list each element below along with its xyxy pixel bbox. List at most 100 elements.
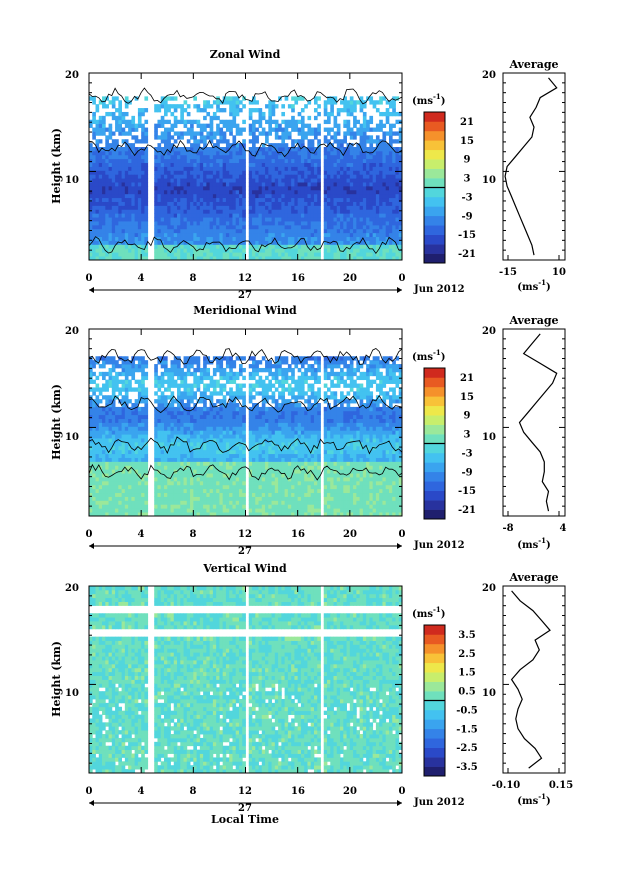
heatmap-cell (173, 166, 178, 171)
heatmap-cell (134, 438, 139, 443)
heatmap-cell (203, 473, 207, 478)
heatmap-cell (252, 185, 256, 191)
heatmap-cell (340, 166, 344, 171)
heatmap-cell (232, 236, 237, 241)
heatmap-cell (294, 228, 299, 234)
heatmap-cell (183, 387, 188, 392)
heatmap-cell (141, 232, 145, 238)
heatmap-cell (124, 131, 129, 136)
heatmap-cell (216, 492, 220, 497)
heatmap-cell (134, 488, 139, 494)
heatmap-cell (92, 115, 96, 121)
heatmap-cell (177, 185, 181, 191)
heatmap-cell (268, 178, 272, 183)
heatmap-cell (163, 367, 168, 373)
heatmap-cell (212, 256, 217, 260)
heatmap-cell (121, 240, 126, 245)
heatmap-cell (212, 185, 217, 191)
heatmap-cell (385, 193, 390, 199)
heatmap-cell (134, 178, 139, 183)
heatmap-cell (349, 96, 354, 101)
heatmap-cell (160, 461, 165, 466)
heatmap-cell (137, 170, 142, 175)
heatmap-cell (291, 170, 295, 175)
heatmap-cell (209, 379, 214, 384)
heatmap-cell (274, 185, 279, 191)
heatmap-cell (177, 209, 181, 214)
heatmap-cell (186, 465, 191, 470)
heatmap-cell (173, 139, 178, 144)
heatmap-cell (212, 473, 217, 478)
heatmap-cell (98, 465, 103, 470)
heatmap-cell (261, 147, 266, 152)
heatmap-cell (157, 119, 162, 125)
heatmap-cell (229, 147, 233, 152)
heatmap-cell (167, 406, 171, 412)
heatmap-cell (134, 465, 139, 470)
heatmap-cell (157, 213, 162, 218)
heatmap-cell (124, 182, 129, 187)
heatmap-cell (124, 256, 129, 260)
heatmap-cell (313, 252, 318, 257)
heatmap-cell (265, 244, 269, 249)
heatmap-cell (225, 193, 230, 199)
heatmap-cell (92, 403, 96, 408)
heatmap-cell (287, 104, 292, 109)
heatmap-cell (160, 209, 165, 214)
heatmap-cell (167, 197, 171, 202)
heatmap-cell (261, 189, 266, 195)
heatmap-cell (193, 232, 197, 238)
heatmap-cell (203, 453, 207, 458)
heatmap-cell (199, 123, 204, 128)
heatmap-cell (229, 127, 233, 132)
heatmap-cell (398, 197, 402, 202)
heatmap-cell (92, 150, 96, 156)
heatmap-cell (177, 453, 181, 458)
heatmap-cell (255, 193, 259, 199)
heatmap-cell (193, 449, 197, 455)
heatmap-cell (180, 205, 184, 210)
heatmap-cell (121, 131, 126, 136)
heatmap-cell (206, 504, 211, 509)
heatmap-cell (209, 252, 214, 257)
heatmap-cell (291, 236, 295, 241)
heatmap-cell (111, 461, 116, 466)
heatmap-cell (203, 115, 207, 121)
heatmap-cell (242, 193, 246, 199)
heatmap-cell (199, 217, 204, 222)
heatmap-cell (248, 162, 253, 167)
heatmap-cell (199, 488, 204, 494)
heatmap-cell (144, 438, 149, 443)
heatmap-cell (183, 123, 188, 128)
heatmap-cell (219, 205, 224, 210)
heatmap-cell (248, 221, 253, 226)
heatmap-cell (261, 185, 266, 191)
heatmap-cell (206, 201, 211, 206)
heatmap-cell (183, 356, 188, 361)
heatmap-cell (284, 135, 289, 140)
heatmap-cell (330, 147, 334, 152)
heatmap-cell (300, 182, 305, 187)
heatmap-cell (372, 217, 377, 222)
heatmap-cell (177, 371, 181, 377)
heatmap-cell (196, 406, 201, 412)
heatmap-cell (186, 406, 191, 412)
heatmap-cell (118, 115, 122, 121)
heatmap-cell (157, 512, 162, 516)
heatmap-cell (287, 135, 292, 140)
heatmap-cell (131, 488, 136, 494)
heatmap-cell (121, 492, 126, 497)
heatmap-cell (294, 189, 299, 195)
heatmap-cell (190, 465, 194, 470)
heatmap-cell (271, 189, 276, 195)
heatmap-cell (177, 166, 181, 171)
heatmap-cell (95, 108, 100, 113)
heatmap-cell (222, 244, 227, 249)
heatmap-cell (375, 178, 380, 183)
heatmap-cell (222, 108, 227, 113)
heatmap-cell (180, 147, 184, 152)
heatmap-cell (163, 135, 168, 140)
heatmap-cell (180, 248, 184, 253)
heatmap-cell (203, 457, 207, 462)
heatmap-cell (199, 465, 204, 470)
